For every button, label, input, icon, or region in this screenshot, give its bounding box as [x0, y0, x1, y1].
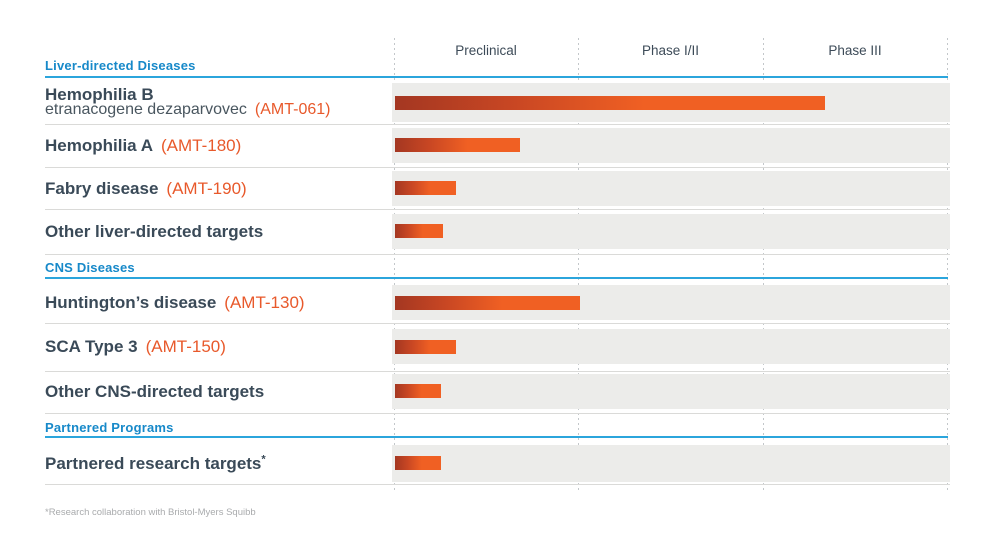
pipeline-bar-hemophilia-b [395, 96, 825, 110]
section-underline [45, 277, 948, 279]
program-name: SCA Type 3 [45, 337, 138, 356]
stage-gridline-start [394, 38, 395, 492]
row-track [392, 171, 950, 206]
row-label-hemophilia-a: Hemophilia A (AMT-180) [45, 137, 241, 154]
row-divider [45, 413, 950, 414]
row-track [392, 445, 950, 482]
pipeline-bar-huntingtons [395, 296, 580, 310]
program-code: (AMT-180) [161, 136, 242, 155]
pipeline-bar-sca-type-3 [395, 340, 456, 354]
row-label-partnered: Partnered research targets* [45, 453, 266, 473]
section-underline [45, 76, 948, 78]
column-header-preclinical: Preclinical [455, 43, 517, 58]
program-name: Fabry disease [45, 179, 159, 198]
section-label-cns: CNS Diseases [45, 260, 135, 275]
program-code: (AMT-190) [166, 179, 247, 198]
row-label-hemophilia-b: Hemophilia B [45, 86, 154, 103]
section-label-partnered: Partnered Programs [45, 420, 174, 435]
row-divider [45, 484, 950, 485]
row-divider [45, 254, 950, 255]
pipeline-bar-partnered [395, 456, 441, 470]
row-sublabel-hemophilia-b: etranacogene dezaparvovec (AMT-061) [45, 102, 331, 118]
row-divider [45, 167, 950, 168]
row-divider [45, 323, 950, 324]
program-code: (AMT-061) [254, 101, 331, 118]
program-name: Partnered research targets [45, 454, 262, 473]
program-name: Huntington’s disease [45, 293, 217, 312]
pipeline-bar-fabry [395, 181, 456, 195]
section-label-liver: Liver-directed Diseases [45, 58, 196, 73]
stage-gridline-end [947, 38, 948, 492]
section-underline [45, 436, 948, 438]
pipeline-bar-hemophilia-a [395, 138, 520, 152]
stage-gridline-preclinical-phase12 [578, 38, 579, 492]
program-name: Other liver-directed targets [45, 222, 264, 241]
program-code: (AMT-150) [145, 337, 226, 356]
row-track [392, 329, 950, 364]
pipeline-bar-other-liver [395, 224, 443, 238]
program-code: (AMT-130) [224, 293, 305, 312]
row-label-huntingtons: Huntington’s disease (AMT-130) [45, 294, 305, 311]
program-generic-name: etranacogene dezaparvovec [45, 101, 247, 118]
program-name: Other CNS-directed targets [45, 382, 265, 401]
pipeline-bar-other-cns [395, 384, 441, 398]
row-label-sca-type-3: SCA Type 3 (AMT-150) [45, 338, 226, 355]
column-header-phase-3: Phase III [828, 43, 882, 58]
row-label-fabry: Fabry disease (AMT-190) [45, 180, 247, 197]
row-divider [45, 124, 950, 125]
program-name: Hemophilia B [45, 85, 154, 104]
footnote-asterisk: * [261, 453, 266, 466]
row-track [392, 214, 950, 249]
column-header-phase-1-2: Phase I/II [641, 43, 700, 58]
row-track [392, 374, 950, 409]
program-name: Hemophilia A [45, 136, 153, 155]
stage-gridline-phase12-phase3 [763, 38, 764, 492]
row-divider [45, 209, 950, 210]
row-label-other-liver: Other liver-directed targets [45, 223, 263, 240]
row-divider [45, 371, 950, 372]
row-label-other-cns: Other CNS-directed targets [45, 383, 264, 400]
footnote: *Research collaboration with Bristol-Mye… [45, 507, 256, 518]
